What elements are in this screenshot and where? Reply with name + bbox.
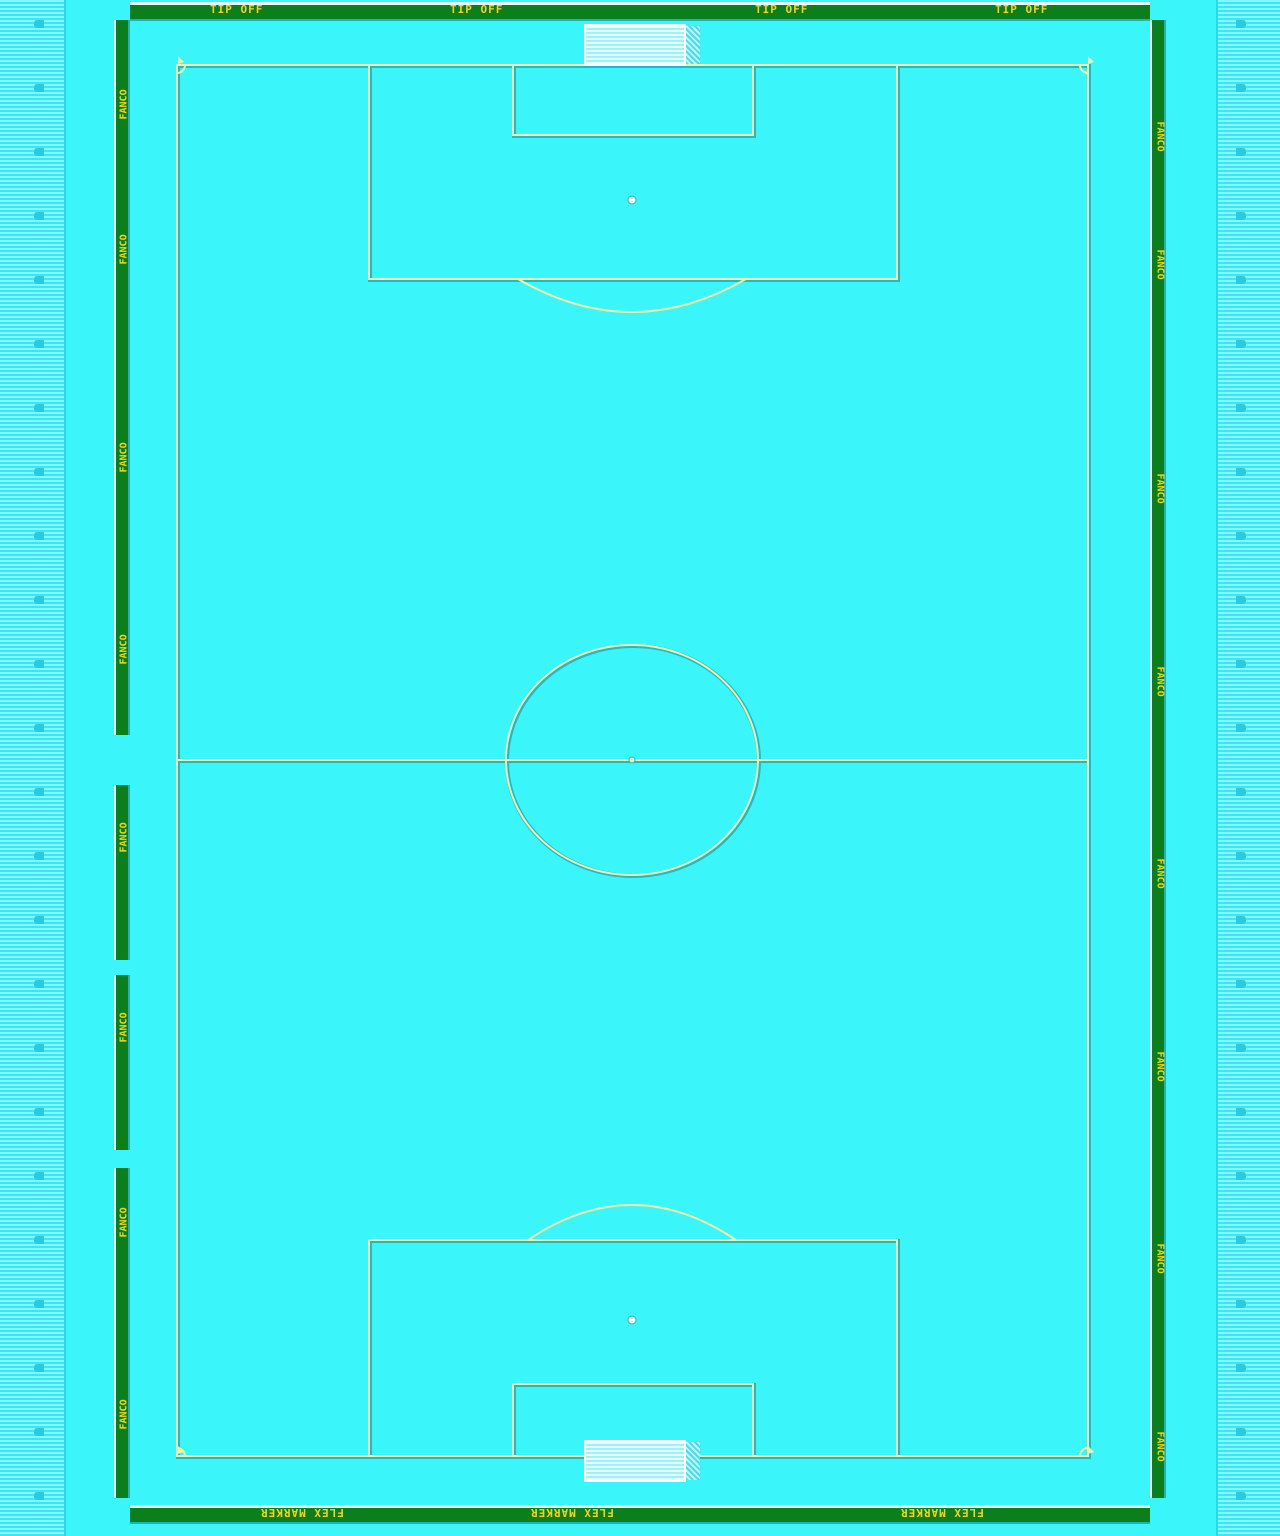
ad-board-left-2: FANCO [114,785,130,960]
stand-seat-marker [1236,212,1246,220]
stand-seat-marker [34,1300,44,1308]
stand-seat-marker [34,148,44,156]
stand-seat-marker [34,1428,44,1436]
goal-bottom [584,1440,700,1482]
corner-flag-br [1088,1446,1094,1454]
stand-seat-marker [1236,724,1246,732]
stand-seat-marker [34,212,44,220]
center-circle [505,644,759,876]
stand-right [1216,0,1280,1536]
stand-seat-marker [1236,340,1246,348]
penalty-area-bottom [368,1239,898,1457]
stand-seat-marker [34,1492,44,1500]
stand-seat-marker [1236,660,1246,668]
penalty-area-top [368,64,898,280]
stand-seat-marker [34,1044,44,1052]
stand-seat-marker [34,788,44,796]
stand-seat-marker [34,340,44,348]
stand-seat-marker [34,596,44,604]
stand-seat-marker [1236,852,1246,860]
stand-seat-marker [1236,148,1246,156]
goal-top [584,24,700,66]
stand-seat-marker [1236,468,1246,476]
stand-seat-marker [34,1236,44,1244]
ad-board-bottom: FLEX MARKER FLEX MARKER FLEX MARKER [130,1505,1150,1524]
penalty-arc-top [517,278,747,313]
stand-seat-marker [34,916,44,924]
stand-seat-marker [1236,980,1246,988]
stand-seat-marker [34,84,44,92]
stand-seat-marker [34,1108,44,1116]
ad-board-left-4: FANCO FANCO [114,1168,130,1498]
stand-seat-marker [1236,916,1246,924]
stand-seat-marker [34,404,44,412]
corner-flag-tr [1088,56,1094,64]
stand-seat-marker [1236,532,1246,540]
stand-seat-marker [1236,1428,1246,1436]
stand-seat-marker [1236,1364,1246,1372]
stand-seat-marker [34,532,44,540]
stand-seat-marker [1236,84,1246,92]
stand-seat-marker [34,660,44,668]
corner-arc-br [1079,1447,1089,1457]
ad-board-top-text: TIP OFF [995,3,1049,16]
corner-arc-tr [1079,64,1089,74]
stand-seat-marker [1236,1236,1246,1244]
stand-seat-marker [34,468,44,476]
stand-seat-marker [34,1364,44,1372]
stand-seat-marker [1236,1300,1246,1308]
stand-seat-marker [1236,1044,1246,1052]
stand-seat-marker [1236,1172,1246,1180]
stand-seat-marker [1236,276,1246,284]
goal-area-top [512,64,754,136]
ad-board-left-1: FANCO FANCO FANCO FANCO [114,20,130,735]
stand-seat-marker [34,724,44,732]
stand-seat-marker [34,980,44,988]
stand-seat-marker [34,852,44,860]
stand-seat-marker [1236,596,1246,604]
stand-seat-marker [1236,1492,1246,1500]
ad-board-top-text: TIP OFF [210,3,264,16]
stand-seat-marker [1236,404,1246,412]
ad-board-left-3: FANCO [114,975,130,1150]
corner-arc-tl [176,64,186,74]
ad-board-top-text: TIP OFF [450,3,504,16]
stand-seat-marker [1236,20,1246,28]
ad-board-top-text: TIP OFF [755,3,809,16]
corner-flag-tl [178,56,184,64]
ad-board-right: FANCO FANCO FANCO FANCO FANCO FANCO FANC… [1150,20,1166,1498]
stand-seat-marker [1236,788,1246,796]
corner-flag-bl [178,1446,184,1454]
center-spot [628,756,636,764]
penalty-arc-bottom [527,1204,737,1241]
stand-seat-marker [34,1172,44,1180]
stand-seat-marker [34,276,44,284]
stand-left [0,0,66,1536]
corner-arc-bl [176,1447,186,1457]
stand-seat-marker [34,20,44,28]
ad-board-top: TIP OFF TIP OFF TIP OFF TIP OFF [130,2,1150,21]
stand-seat-marker [1236,1108,1246,1116]
penalty-spot-top [627,195,637,205]
pitch-surround [66,0,1216,1536]
penalty-spot-bottom [627,1315,637,1325]
